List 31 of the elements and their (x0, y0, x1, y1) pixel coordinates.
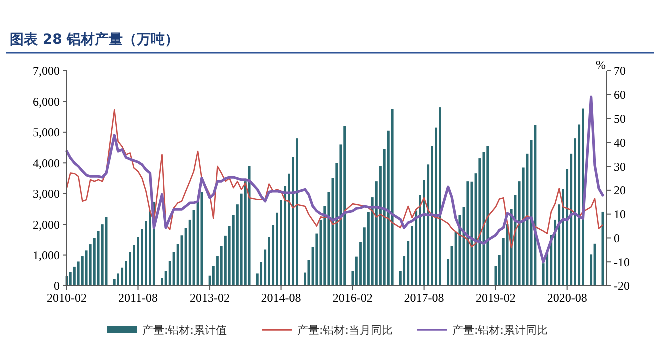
y2-tick-label: 10 (614, 208, 626, 222)
x-tick-label: 2010-02 (47, 291, 87, 305)
y2-tick-label: 70 (614, 64, 626, 78)
y2-tick-label: 0 (614, 231, 620, 246)
x-tick-label: 2013-02 (190, 291, 230, 305)
y2-tick-label: -10 (614, 255, 630, 270)
y-tick-label: 6,000 (33, 94, 60, 109)
y-tick-label: 1,000 (33, 248, 60, 262)
x-tick-label: 2011-08 (118, 291, 158, 305)
y2-tick-label: 20 (614, 184, 626, 198)
x-tick-label: 2014-08 (261, 291, 302, 305)
y-tick-label: 2,000 (33, 218, 60, 232)
legend-label: 产量:铝材:当月同比 (298, 324, 393, 337)
y2-tick-label: -20 (614, 279, 630, 294)
y-tick-label: 0 (54, 279, 60, 294)
x-tick-label: 2020-08 (547, 291, 588, 305)
legend-label: 产量:铝材:累计同比 (452, 324, 548, 337)
y2-tick-label: 40 (614, 136, 626, 150)
x-tick-label: 2016-02 (332, 291, 373, 305)
y2-axis-title: % (596, 58, 606, 72)
y-tick-label: 4,000 (33, 156, 60, 170)
y-tick-label: 3,000 (33, 187, 60, 202)
y-tick-label: 5,000 (33, 126, 60, 140)
x-tick-label: 2019-02 (476, 291, 516, 305)
y2-tick-label: 50 (614, 112, 626, 126)
y2-tick-label: 60 (614, 88, 626, 102)
x-tick-label: 2017-08 (404, 291, 444, 305)
chart-title: 图表 28 铝材产量（万吨） (10, 31, 180, 48)
y-tick-label: 7,000 (33, 64, 60, 78)
y2-tick-label: 30 (614, 160, 626, 174)
legend-label: 产量:铝材:累计值 (142, 324, 227, 337)
